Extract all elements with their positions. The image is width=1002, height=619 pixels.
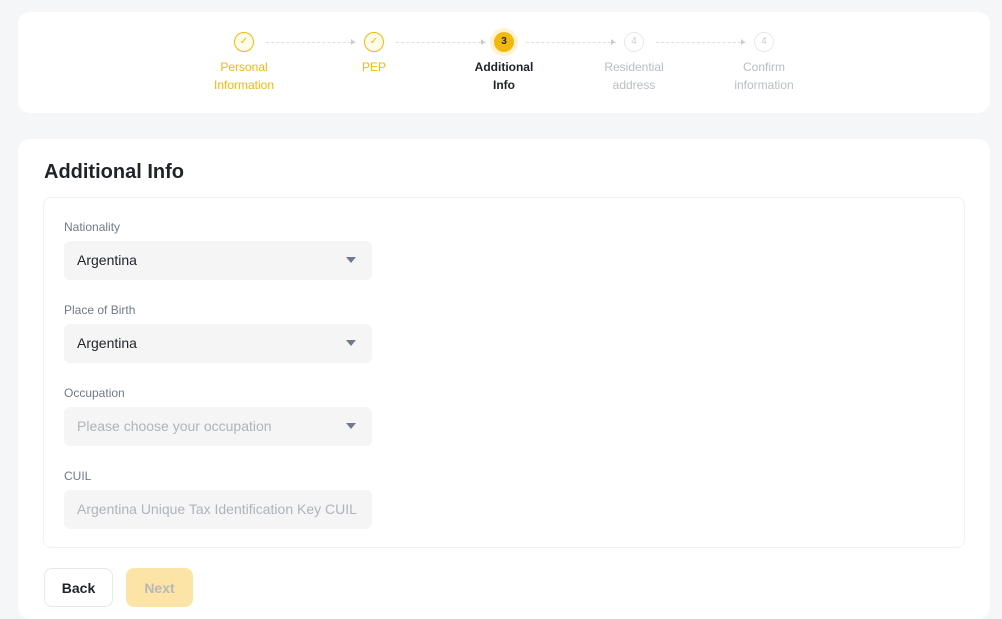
step-additional-info: 3 Additional Info bbox=[444, 32, 564, 94]
step-label: Residential address bbox=[604, 60, 664, 92]
caret-down-icon bbox=[346, 257, 356, 263]
step-label: Additional Info bbox=[474, 60, 534, 92]
additional-info-card: Additional Info Nationality Argentina Pl… bbox=[18, 139, 990, 619]
caret-down-icon bbox=[346, 340, 356, 346]
page-title: Additional Info bbox=[44, 161, 184, 183]
nationality-label: Nationality bbox=[64, 220, 121, 234]
nationality-value: Argentina bbox=[77, 252, 137, 268]
back-button[interactable]: Back bbox=[44, 568, 113, 607]
step-connector bbox=[396, 39, 486, 45]
place-of-birth-label: Place of Birth bbox=[64, 303, 136, 317]
step-number: 4 bbox=[754, 32, 774, 52]
step-label: PEP bbox=[361, 60, 386, 74]
cuil-placeholder: Argentina Unique Tax Identification Key … bbox=[77, 501, 357, 517]
next-button[interactable]: Next bbox=[126, 568, 193, 607]
step-label: Confirm information bbox=[734, 60, 794, 92]
place-of-birth-select[interactable]: Argentina bbox=[64, 324, 372, 363]
step-label: Personal Information bbox=[214, 60, 275, 92]
place-of-birth-value: Argentina bbox=[77, 335, 137, 351]
cuil-input[interactable]: Argentina Unique Tax Identification Key … bbox=[64, 490, 372, 529]
step-confirm-information: 4 Confirm information bbox=[704, 32, 824, 94]
step-connector bbox=[656, 39, 746, 45]
step-number: 4 bbox=[624, 32, 644, 52]
step-residential-address: 4 Residential address bbox=[574, 32, 694, 94]
check-icon: ✓ bbox=[234, 32, 254, 52]
step-personal-information: ✓ Personal Information bbox=[184, 32, 304, 94]
step-pep: ✓ PEP bbox=[314, 32, 434, 76]
occupation-select[interactable]: Please choose your occupation bbox=[64, 407, 372, 446]
occupation-label: Occupation bbox=[64, 386, 125, 400]
step-connector bbox=[266, 39, 356, 45]
cuil-label: CUIL bbox=[64, 469, 92, 483]
caret-down-icon bbox=[346, 423, 356, 429]
progress-stepper: ✓ Personal Information ✓ PEP 3 Additiona… bbox=[18, 12, 990, 113]
step-connector bbox=[526, 39, 616, 45]
nationality-select[interactable]: Argentina bbox=[64, 241, 372, 280]
step-number: 3 bbox=[494, 32, 514, 52]
form-panel: Nationality Argentina Place of Birth Arg… bbox=[43, 197, 965, 548]
occupation-placeholder: Please choose your occupation bbox=[77, 418, 272, 434]
check-icon: ✓ bbox=[364, 32, 384, 52]
